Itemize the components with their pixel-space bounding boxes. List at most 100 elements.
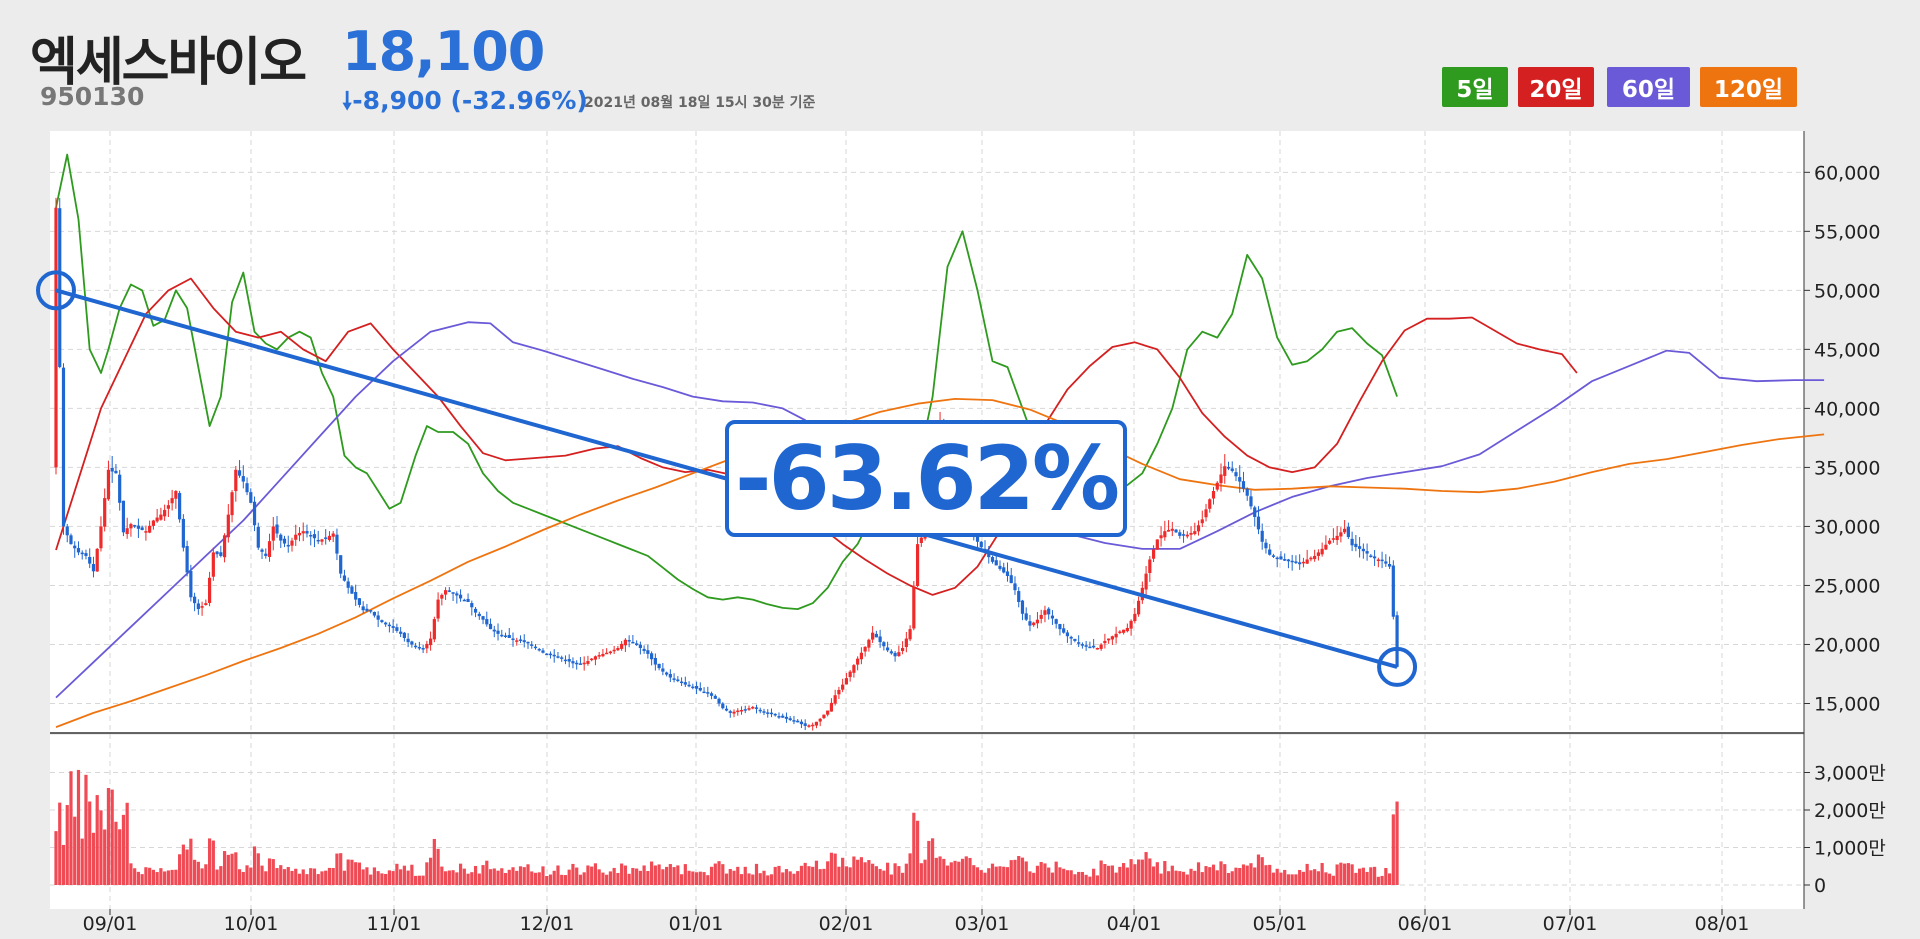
volume-bar [1391,814,1395,885]
legend-ma120[interactable]: 120일 [1700,67,1797,107]
volume-bar [1043,863,1047,885]
volume-bar [226,854,230,885]
volume-bar [1313,869,1317,885]
volume-bar [863,862,867,885]
volume-bar [1174,870,1178,885]
candle-body [612,649,616,652]
volume-bar [455,872,459,885]
candle-body [1185,534,1189,537]
candle-body [1361,548,1365,552]
candle-body [1043,610,1047,615]
candle-body [1017,591,1021,602]
legend-ma5[interactable]: 5일 [1442,67,1508,107]
candle-body [998,565,1002,569]
candle-body [387,624,391,627]
candle-body [65,526,69,536]
volume-bar [679,874,684,885]
candle-body [788,718,792,721]
candle-body [155,517,159,522]
candle-body [1065,632,1070,637]
volume-bar [814,860,819,885]
volume-bar [245,865,249,885]
candle-body [103,498,107,527]
volume-bar [181,844,185,885]
volume-bar [526,864,530,885]
volume-bar [927,840,931,885]
date-tick-label: 11/01 [367,913,422,935]
volume-bar [507,869,511,885]
candle-body [1234,472,1238,477]
volume-bar [1264,865,1268,885]
volume-bar [1331,875,1335,885]
candle-body [54,207,58,468]
volume-bar [76,769,81,885]
candle-body [1073,638,1077,641]
volume-bar [953,860,957,885]
candle-body [769,712,774,715]
candle-body [1129,620,1133,629]
candle-body [316,539,320,542]
candle-body [492,629,496,632]
volume-bar [129,863,133,885]
candle-body [222,535,227,558]
volume-bar [271,859,275,885]
volume-bar [803,862,807,885]
candle-body [1107,638,1111,641]
volume-bar [61,844,66,885]
candle-body [1331,538,1335,540]
volume-bar [114,821,118,885]
candle-body [601,653,605,657]
volume-bar [518,866,523,885]
volume-bar [1035,865,1040,885]
candle-body [466,598,470,602]
volume-bar [136,871,141,885]
volume-bar [964,856,968,885]
volume-bar [1107,865,1111,885]
candle-body [1095,648,1099,650]
candle-body [1387,564,1392,567]
volume-bar [447,870,451,885]
volume-bar [709,866,714,885]
volume-bar [1170,865,1174,885]
volume-bar [1301,871,1306,885]
volume-bar [1298,869,1302,885]
volume-bar [88,801,92,885]
volume-bar [1166,871,1171,885]
volume-bar [530,871,534,885]
candle-body [1024,613,1028,620]
volume-bar [668,864,672,885]
candle-body [852,665,856,673]
legend-ma20[interactable]: 20일 [1518,67,1594,107]
candle-body [324,537,328,539]
candle-body [702,691,706,694]
candle-body [447,590,451,592]
volume-bar [721,864,725,885]
volume-bar [1148,858,1152,885]
candle-body [346,581,350,588]
volume-bar [751,874,755,885]
price-tick-label: 55,000 [1814,221,1880,243]
volume-bar [957,861,961,885]
volume-bar [923,859,927,885]
volume-bar [638,870,642,885]
candle-body [219,552,223,556]
candle-body [533,646,538,649]
volume-bar [732,870,736,885]
candle-body [76,548,81,553]
candle-body [369,610,373,612]
volume-bar [642,865,646,885]
volume-bar [144,867,148,885]
candle-body [140,527,144,530]
candle-body [226,514,230,538]
volume-bar [653,865,657,885]
volume-bar [590,866,594,885]
candle-body [661,668,665,672]
legend-ma60[interactable]: 60일 [1607,67,1690,107]
candle-body [709,693,714,696]
candle-body [69,535,73,545]
volume-bar [792,873,796,885]
candle-body [893,652,897,657]
candle-body [1260,530,1264,542]
candle-body [211,552,215,577]
candle-body [863,646,867,652]
